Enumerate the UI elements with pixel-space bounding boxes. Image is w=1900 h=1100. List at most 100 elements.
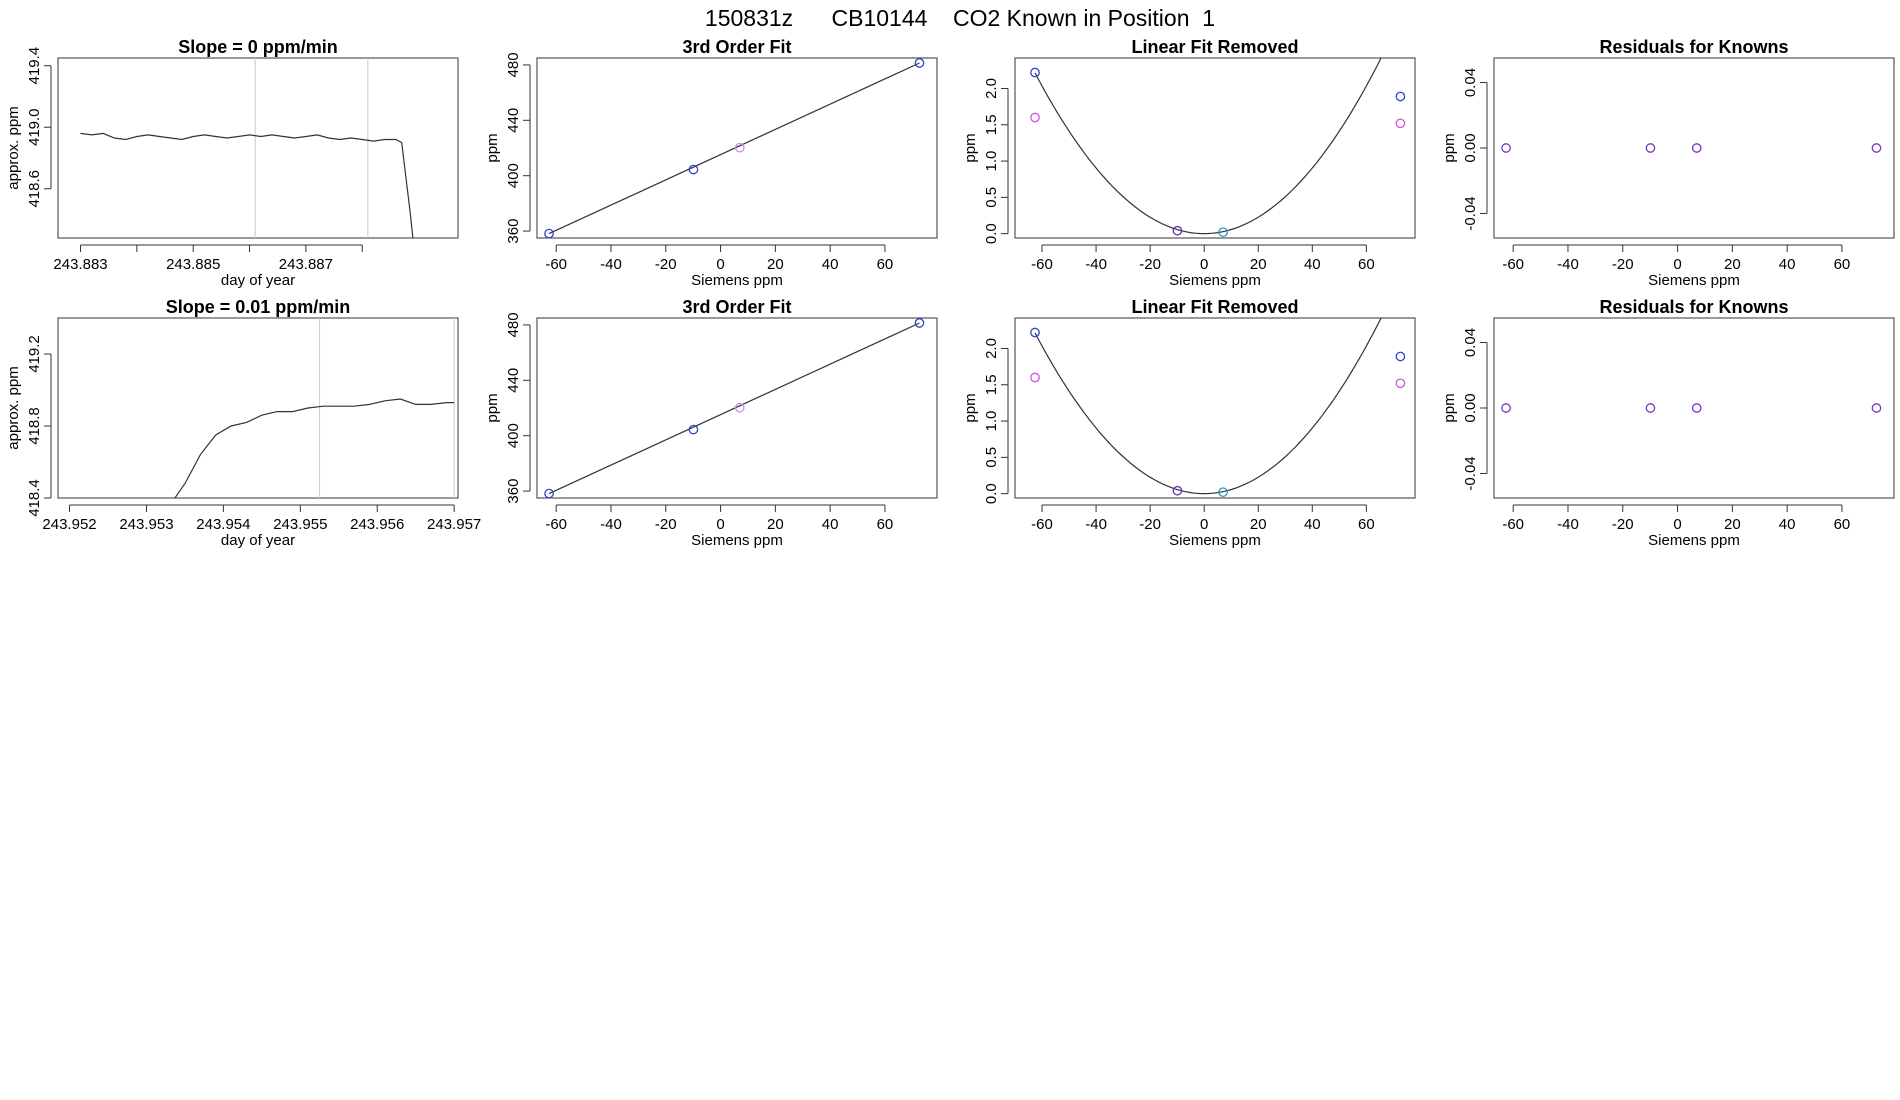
x-tick-label: 40 (1304, 516, 1321, 533)
x-tick-label: 243.954 (196, 516, 250, 533)
y-axis-label: approx. ppm (5, 106, 22, 189)
panel-title: Slope = 0 ppm/min (178, 37, 338, 57)
x-tick-label: -60 (1031, 516, 1053, 533)
plot-frame (57, 317, 459, 499)
y-tick-label: 0.0 (983, 483, 1000, 504)
x-tick-label: 60 (1358, 516, 1375, 533)
y-tick-label: 480 (505, 52, 522, 77)
series-line (548, 322, 920, 495)
x-tick-label: -40 (1557, 256, 1579, 273)
data-point (1395, 378, 1406, 389)
data-layer (548, 322, 920, 495)
y-tick-label: -0.04 (1462, 456, 1479, 490)
panel-title: Slope = 0.01 ppm/min (166, 297, 351, 317)
x-tick-label: 0 (1200, 256, 1208, 273)
y-tick-label: 360 (505, 219, 522, 244)
data-point (1645, 403, 1656, 413)
x-tick-label: 20 (767, 516, 784, 533)
y-tick-label: 400 (505, 163, 522, 188)
y-axis-label: ppm (962, 133, 979, 162)
x-tick-label: -40 (1557, 516, 1579, 533)
data-point (1030, 67, 1040, 78)
x-tick-label: -20 (1139, 516, 1161, 533)
y-tick-label: 418.4 (26, 479, 43, 517)
plot-frame (57, 57, 459, 239)
x-tick-label: 20 (1724, 516, 1741, 533)
y-tick-label: 0.5 (983, 447, 1000, 468)
x-axis-label: Siemens ppm (691, 532, 783, 549)
x-tick-label: -20 (1612, 516, 1634, 533)
y-axis-label: ppm (484, 133, 501, 162)
y-tick-label: 0.00 (1462, 393, 1479, 422)
x-tick-label: -60 (545, 256, 567, 273)
panel-5: Slope = 0.01 ppm/min 243.952 243.953 243.95… (5, 297, 481, 549)
plot-frame (1014, 317, 1416, 499)
x-tick-label: -40 (1085, 256, 1107, 273)
x-tick-label: 243.956 (350, 516, 404, 533)
data-point (1871, 403, 1882, 413)
y-axis-label: approx. ppm (5, 366, 22, 449)
x-tick-label: 0 (1200, 516, 1208, 533)
y-tick-label: 419.0 (26, 108, 43, 146)
panel-title: 3rd Order Fit (682, 37, 791, 57)
data-point (1501, 403, 1511, 413)
y-tick-label: 400 (505, 423, 522, 448)
panel-title: 3rd Order Fit (682, 297, 791, 317)
x-tick-label: 243.883 (53, 256, 107, 273)
data-point (1030, 372, 1040, 383)
x-tick-label: -60 (1031, 256, 1053, 273)
plot-frame (1493, 317, 1895, 499)
x-tick-label: -40 (600, 256, 622, 273)
y-tick-label: 480 (505, 312, 522, 337)
data-layer (1034, 318, 1382, 495)
data-point (1691, 403, 1702, 413)
x-tick-label: -20 (655, 516, 677, 533)
y-tick-label: 418.8 (26, 407, 43, 445)
panel-1: Slope = 0 ppm/min 243.883 243.885 243.887da… (5, 37, 459, 289)
data-point (1218, 487, 1228, 498)
fit-curve (1034, 318, 1382, 495)
y-tick-label: 0.5 (983, 187, 1000, 208)
x-tick-label: 243.953 (119, 516, 173, 533)
y-tick-label: 419.4 (26, 47, 43, 85)
panel-3: Linear Fit Removed -60 -40 -20 0 20 40 60 Siemen… (962, 37, 1416, 289)
y-tick-label: 1.0 (983, 411, 1000, 432)
data-layer (80, 58, 414, 238)
panel-title: Residuals for Knowns (1599, 37, 1788, 57)
y-tick-label: 0.0 (983, 223, 1000, 244)
x-tick-label: 0 (1673, 256, 1681, 273)
data-point (544, 488, 554, 499)
x-tick-label: -20 (1139, 256, 1161, 273)
x-tick-label: 243.957 (427, 516, 481, 533)
data-point (1030, 327, 1040, 338)
x-tick-label: 60 (877, 256, 894, 273)
y-axis-label: ppm (1441, 393, 1458, 422)
x-axis-label: day of year (221, 532, 295, 549)
panel-title: Linear Fit Removed (1131, 297, 1298, 317)
x-tick-label: 60 (877, 516, 894, 533)
y-tick-label: 1.0 (983, 151, 1000, 172)
data-point (688, 164, 699, 175)
x-tick-label: 60 (1358, 256, 1375, 273)
series-line (174, 398, 455, 498)
x-tick-label: -20 (655, 256, 677, 273)
data-point (1172, 225, 1183, 236)
x-tick-label: 20 (1250, 256, 1267, 273)
data-layer (1034, 58, 1382, 235)
plot-frame (1493, 57, 1895, 239)
x-tick-label: -20 (1612, 256, 1634, 273)
panel-4: Residuals for Knowns -60 -40 -20 0 20 40 60 Siem… (1441, 37, 1895, 289)
x-tick-label: -40 (1085, 516, 1107, 533)
x-axis-label: Siemens ppm (1169, 532, 1261, 549)
data-point (914, 318, 925, 328)
x-tick-label: 60 (1834, 256, 1851, 273)
y-tick-label: 440 (505, 108, 522, 133)
x-axis-label: Siemens ppm (1648, 272, 1740, 289)
data-point (1030, 112, 1040, 123)
data-point (544, 228, 554, 239)
x-axis-label: day of year (221, 272, 295, 289)
plot-frame (1014, 57, 1416, 239)
x-axis-label: Siemens ppm (691, 272, 783, 289)
